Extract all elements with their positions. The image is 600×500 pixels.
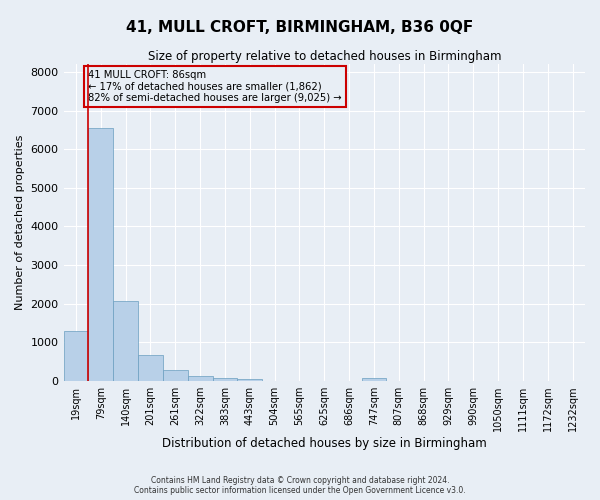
Bar bbox=[212, 378, 238, 381]
Bar bbox=[238, 379, 262, 381]
Bar bbox=[188, 376, 212, 381]
Bar bbox=[163, 370, 188, 381]
Bar bbox=[88, 128, 113, 381]
Text: Contains HM Land Registry data © Crown copyright and database right 2024.
Contai: Contains HM Land Registry data © Crown c… bbox=[134, 476, 466, 495]
X-axis label: Distribution of detached houses by size in Birmingham: Distribution of detached houses by size … bbox=[162, 437, 487, 450]
Title: Size of property relative to detached houses in Birmingham: Size of property relative to detached ho… bbox=[148, 50, 501, 63]
Text: 41, MULL CROFT, BIRMINGHAM, B36 0QF: 41, MULL CROFT, BIRMINGHAM, B36 0QF bbox=[127, 20, 473, 35]
Text: 41 MULL CROFT: 86sqm
← 17% of detached houses are smaller (1,862)
82% of semi-de: 41 MULL CROFT: 86sqm ← 17% of detached h… bbox=[88, 70, 342, 103]
Y-axis label: Number of detached properties: Number of detached properties bbox=[15, 135, 25, 310]
Bar bbox=[113, 300, 138, 381]
Bar bbox=[362, 378, 386, 381]
Bar bbox=[64, 331, 88, 381]
Bar bbox=[138, 355, 163, 381]
